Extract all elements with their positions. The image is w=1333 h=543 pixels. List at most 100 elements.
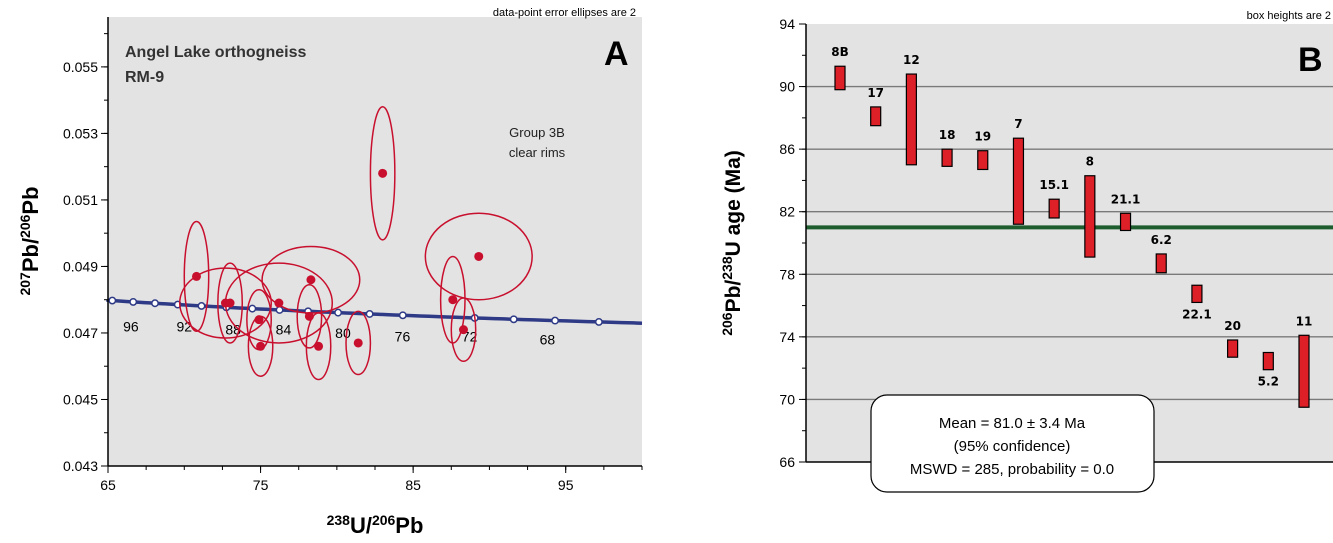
x-tick-label-a: 75 [253, 477, 269, 493]
panel-a-title: Angel Lake orthogneiss [125, 44, 306, 61]
y-tick-label-a: 0.049 [63, 258, 98, 274]
error-ellipse [369, 106, 396, 241]
error-ellipse [217, 262, 244, 344]
x-tick-label-a: 65 [100, 477, 116, 493]
panel-b: 8B 17 12 18 19 7 15.1 8 21.1 6.2 22.1 20 5.2 11 66 70 7… [719, 10, 1333, 493]
y-tick-label-a: 0.051 [63, 192, 98, 208]
concordia-age-marker [197, 301, 206, 310]
concordia-age-marker [398, 311, 407, 320]
concordia-age-marker [509, 315, 518, 324]
x-tick-label-a: 95 [558, 477, 574, 493]
panel-a-y-label: 207Pb/206Pb [17, 186, 43, 295]
data-point [353, 338, 363, 348]
y-tick-label-b: 86 [779, 141, 795, 157]
age-box [1227, 339, 1239, 358]
concordia-age-marker [129, 297, 138, 306]
x-tick-label-a: 85 [405, 477, 421, 493]
age-box-label: 22.1 [1182, 307, 1212, 321]
concordia-age-marker [334, 308, 343, 317]
panel-b-plot-area [806, 24, 1333, 462]
concordia-age-label: 84 [276, 322, 292, 338]
panel-b-letter: B [1298, 41, 1323, 79]
error-ellipse [345, 310, 372, 376]
summary-mswd: MSWD = 285, probability = 0.0 [910, 461, 1114, 478]
y-tick-label-a: 0.047 [63, 325, 98, 341]
summary-mean: Mean = 81.0 ± 3.4 Ma [939, 415, 1086, 432]
age-box [941, 148, 953, 167]
error-ellipse [424, 212, 533, 301]
error-ellipse [178, 267, 273, 339]
concordia-age-marker [594, 317, 603, 326]
data-point [448, 295, 458, 305]
panel-a-letter: A [604, 35, 629, 73]
concordia-age-marker [365, 310, 374, 318]
age-box-label: 8 [1086, 155, 1094, 169]
age-box-label: 12 [903, 53, 920, 67]
age-box [977, 150, 989, 171]
data-point [225, 298, 235, 308]
age-box-label: 15.1 [1039, 178, 1069, 192]
age-box [905, 73, 917, 166]
panel-a-subtitle: RM-9 [125, 69, 164, 86]
concordia-age-label: 92 [176, 318, 192, 334]
concordia-age-marker [275, 306, 284, 314]
age-box [1262, 351, 1274, 371]
panel-a-note: data-point error ellipses are 2 [493, 7, 636, 19]
y-tick-label-a: 0.043 [63, 458, 98, 474]
summary-box-frame [870, 394, 1155, 493]
data-point [256, 341, 266, 351]
age-box-label: 18 [939, 128, 956, 142]
age-box [1191, 284, 1203, 304]
age-box-label: 21.1 [1111, 192, 1141, 206]
data-point [458, 325, 468, 335]
age-box [1084, 175, 1096, 258]
y-tick-label-a: 0.053 [63, 125, 98, 141]
y-tick-label-b: 66 [779, 454, 795, 470]
concordia-age-label: 76 [395, 328, 411, 344]
data-point [191, 271, 201, 281]
panel-b-summary-box: Mean = 81.0 ± 3.4 Ma (95% confidence) MS… [870, 394, 1155, 493]
data-point [274, 298, 284, 308]
y-tick-label-b: 70 [779, 391, 795, 407]
concordia-age-label: 68 [540, 332, 556, 348]
age-box-label: 5.2 [1258, 375, 1279, 389]
concordia-age-marker [151, 299, 159, 308]
age-box-label: 17 [867, 86, 884, 100]
panel-a-plot-area [108, 17, 642, 466]
age-box [870, 106, 882, 127]
error-ellipse [183, 220, 210, 333]
age-box-label: 8B [831, 45, 849, 59]
error-ellipse [305, 312, 332, 381]
data-point [474, 251, 484, 261]
y-tick-label-b: 90 [779, 79, 795, 95]
age-box [1048, 198, 1060, 219]
age-box-label: 6.2 [1151, 233, 1172, 247]
concordia-age-marker [248, 304, 257, 313]
error-ellipse [296, 283, 323, 349]
panel-b-note: box heights are 2 [1247, 10, 1331, 22]
age-box [1012, 137, 1025, 225]
y-tick-label-b: 82 [779, 204, 795, 220]
y-tick-label-b: 94 [779, 16, 795, 32]
panel-a: 96 92 88 84 80 76 72 68 65 75 85 950.0430.0450.047… [17, 7, 643, 538]
panel-a-x-label: 238U/206Pb [327, 512, 424, 538]
age-box [834, 65, 846, 91]
data-point [304, 311, 314, 321]
summary-confidence: (95% confidence) [954, 438, 1071, 455]
age-box-label: 11 [1296, 314, 1313, 328]
age-box-label: 20 [1224, 319, 1241, 333]
concordia-age-marker [551, 316, 560, 325]
data-point [378, 168, 388, 178]
data-point [254, 315, 264, 325]
y-tick-label-a: 0.055 [63, 59, 98, 75]
y-tick-label-b: 78 [779, 266, 795, 282]
panel-b-y-label: 206Pb/238U age (Ma) [719, 150, 745, 336]
y-tick-label-a: 0.045 [63, 391, 98, 407]
concordia-age-marker [108, 296, 117, 305]
panel-a-annotation-line1: Group 3B [509, 125, 565, 140]
data-point [306, 275, 316, 285]
age-box [1155, 253, 1167, 274]
age-box-label: 7 [1014, 117, 1022, 131]
y-tick-label-b: 74 [779, 329, 795, 345]
